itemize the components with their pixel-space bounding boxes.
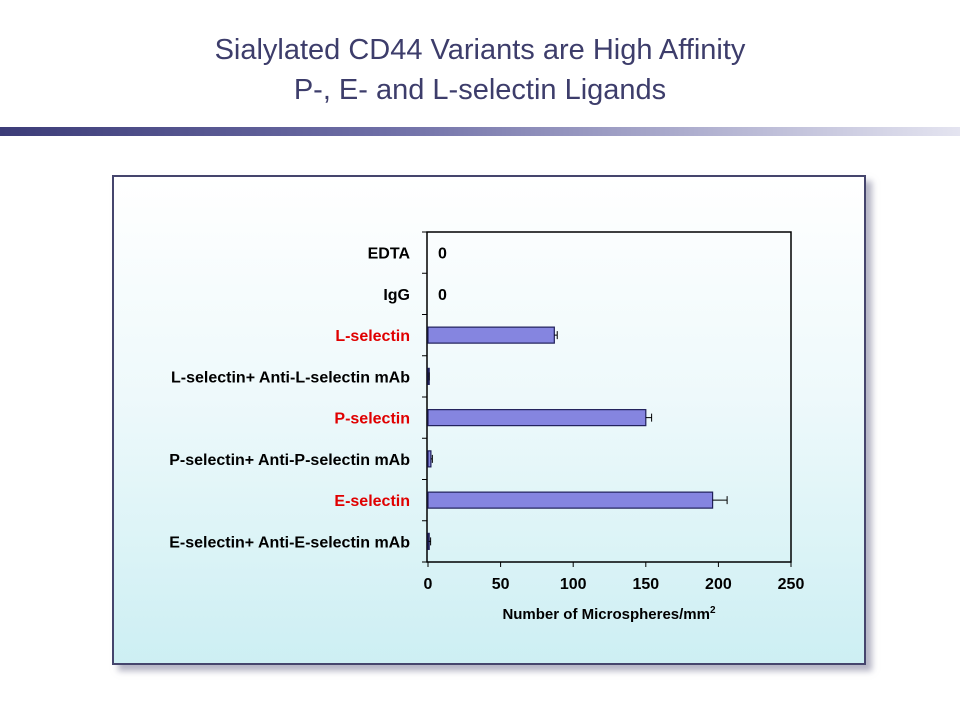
x-axis-title: Number of Microspheres/mm2 [502,605,716,623]
category-labels: EDTA IgG L-selectin L-selectin+ Anti-L-sele… [169,246,410,552]
plot-area-frame [426,231,792,563]
x-axis: 0 50 100 150 200 250 [422,231,805,593]
x-tick-label: 150 [632,576,659,593]
title-line-2: P-, E- and L-selectin Ligands [293,74,667,106]
x-axis-title-superscript: 2 [710,605,716,616]
category-label: EDTA [368,246,411,263]
category-label: P-selectin+ Anti-P-selectin mAb [169,452,410,469]
bar [427,409,647,427]
x-tick-label: 100 [560,576,587,593]
data-label: 0 [438,287,447,304]
category-label: P-selectin [334,411,410,428]
category-label: L-selectin+ Anti-L-selectin mAb [171,369,410,386]
slide-title: Sialylated CD44 Variants are High Affini… [0,30,960,110]
data-label: 0 [438,246,447,263]
bar [427,450,432,468]
x-axis-title-text: Number of Microspheres/mm [502,606,710,623]
bar [427,491,714,509]
x-tick-label: 200 [705,576,732,593]
category-label: E-selectin [334,493,410,510]
x-tick-label: 250 [778,576,805,593]
title-divider [0,127,960,136]
x-tick-label: 0 [424,576,433,593]
category-label: L-selectin [335,328,410,345]
bars-layer: 00 [427,246,728,550]
category-label: E-selectin+ Anti-E-selectin mAb [169,534,410,551]
title-line-1: Sialylated CD44 Variants are High Affini… [214,34,746,66]
x-tick-label: 50 [492,576,510,593]
category-label: IgG [383,287,410,304]
bar [427,326,555,344]
